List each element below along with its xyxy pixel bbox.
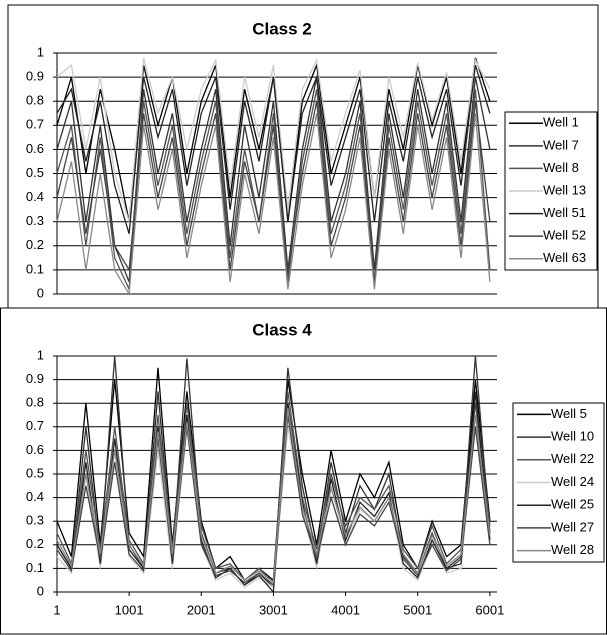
y-tick-label: 0 xyxy=(37,583,44,598)
legend-label: Well 10 xyxy=(551,429,594,444)
x-tick-label: 1001 xyxy=(115,602,144,617)
data-line xyxy=(56,113,491,297)
x-tick-label: 5001 xyxy=(403,602,432,617)
legend-label: Well 13 xyxy=(543,182,586,197)
y-tick-label: 0.2 xyxy=(26,237,44,252)
y-tick-label: 0.9 xyxy=(26,371,44,386)
data-line xyxy=(56,64,491,234)
y-tick-label: 0.1 xyxy=(26,261,44,276)
chart-frame xyxy=(0,307,607,635)
legend-label: Well 63 xyxy=(543,250,586,265)
chart-title: Class 2 xyxy=(252,19,312,38)
x-tick-label: 4001 xyxy=(331,602,360,617)
y-tick-label: 0.3 xyxy=(26,513,44,528)
legend-label: Well 27 xyxy=(551,519,594,534)
legend-label: Well 7 xyxy=(543,137,579,152)
data-line xyxy=(56,391,491,594)
chart-title: Class 4 xyxy=(252,320,312,339)
data-line xyxy=(56,414,491,587)
legend-label: Well 51 xyxy=(543,205,586,220)
y-tick-label: 0.8 xyxy=(26,93,44,108)
legend-label: Well 24 xyxy=(551,474,594,489)
data-line xyxy=(56,57,491,222)
x-tick-label: 6001 xyxy=(475,602,504,617)
legend-label: Well 1 xyxy=(543,115,579,130)
y-tick-label: 1 xyxy=(37,347,44,362)
x-tick-label: 3001 xyxy=(259,602,288,617)
legend-label: Well 28 xyxy=(551,542,594,557)
legend-label: Well 25 xyxy=(551,497,594,512)
y-tick-label: 0.1 xyxy=(26,560,44,575)
y-tick-label: 0.5 xyxy=(26,165,44,180)
y-tick-label: 1 xyxy=(37,44,44,59)
y-tick-label: 0.7 xyxy=(26,418,44,433)
y-tick-label: 0.7 xyxy=(26,117,44,132)
y-tick-label: 0.6 xyxy=(26,141,44,156)
y-tick-label: 0.4 xyxy=(26,189,44,204)
x-tick-label: 2001 xyxy=(187,602,216,617)
x-tick-label: 1 xyxy=(53,602,60,617)
legend-label: Well 5 xyxy=(551,406,587,421)
y-tick-label: 0.8 xyxy=(26,395,44,410)
y-tick-label: 0.9 xyxy=(26,69,44,84)
y-tick-label: 0 xyxy=(37,285,44,300)
y-tick-label: 0.5 xyxy=(26,465,44,480)
y-tick-label: 0.6 xyxy=(26,442,44,457)
data-line xyxy=(56,407,491,584)
legend-label: Well 22 xyxy=(551,451,594,466)
y-tick-label: 0.3 xyxy=(26,213,44,228)
y-tick-label: 0.2 xyxy=(26,536,44,551)
legend-label: Well 52 xyxy=(543,228,586,243)
legend-label: Well 8 xyxy=(543,160,579,175)
y-tick-label: 0.4 xyxy=(26,489,44,504)
data-line xyxy=(56,101,491,282)
